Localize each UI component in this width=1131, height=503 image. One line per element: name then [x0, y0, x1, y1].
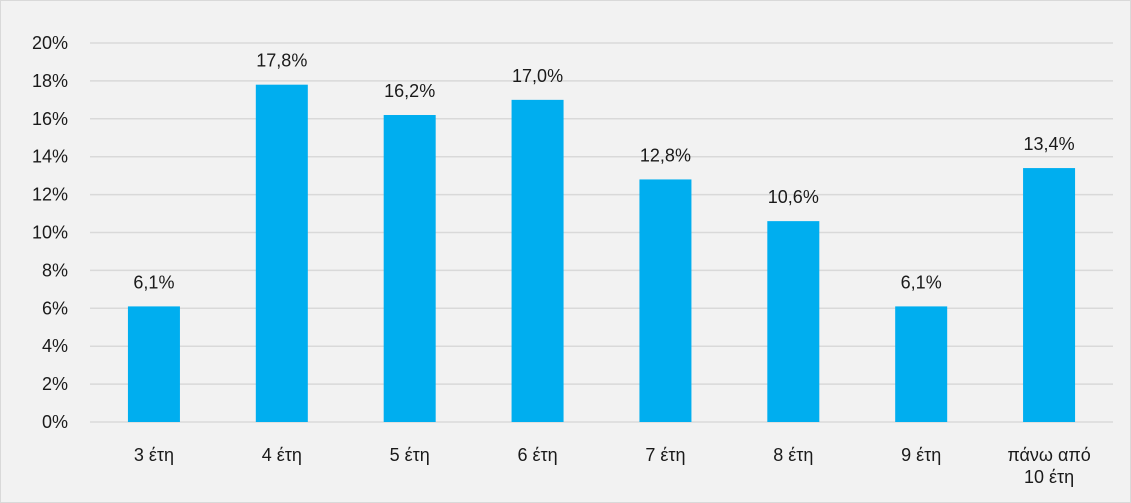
x-tick-label: 5 έτη — [390, 445, 430, 465]
y-tick-label: 16% — [32, 109, 68, 129]
x-tick-label-line: 7 έτη — [645, 445, 685, 465]
data-label: 17,0% — [512, 66, 563, 86]
bar — [767, 221, 820, 422]
bar — [127, 306, 180, 422]
data-label: 12,8% — [640, 145, 691, 165]
x-axis-tick-labels: 3 έτη 4 έτη 5 έτη 6 έτη 7 έτη 8 έτη 9 έτη πάνω … — [134, 445, 1091, 487]
y-tick-label: 6% — [42, 298, 68, 318]
x-tick-label-line: 8 έτη — [773, 445, 813, 465]
y-tick-label: 8% — [42, 260, 68, 280]
y-tick-label: 20% — [32, 33, 68, 53]
data-labels: 6,1% 17,8% 16,2% 17,0% 12,8% 10,6% 6,1% 13,4% — [133, 51, 1074, 293]
y-axis-tick-labels: 0% 2% 4% 6% 8% 10% 12% 14% 16% 18% 20% — [32, 33, 68, 432]
x-tick-label-line: 6 έτη — [517, 445, 557, 465]
x-tick-label-line: 10 έτη — [1024, 467, 1074, 487]
x-tick-label: 6 έτη — [517, 445, 557, 465]
data-label: 16,2% — [384, 81, 435, 101]
data-label: 17,8% — [256, 51, 307, 71]
x-tick-label: 7 έτη — [645, 445, 685, 465]
x-tick-label: πάνω από 10 έτη — [1007, 445, 1090, 487]
y-tick-label: 10% — [32, 223, 68, 243]
bar — [255, 84, 308, 422]
x-tick-label-line: 3 έτη — [134, 445, 174, 465]
y-tick-label: 14% — [32, 147, 68, 167]
x-tick-label-line: 9 έτη — [901, 445, 941, 465]
bar — [1023, 168, 1076, 422]
bar — [639, 179, 692, 422]
bars — [127, 84, 1076, 422]
y-tick-label: 2% — [42, 374, 68, 394]
gridlines — [90, 42, 1113, 423]
x-tick-label-line: 4 έτη — [262, 445, 302, 465]
y-tick-label: 18% — [32, 71, 68, 91]
data-label: 6,1% — [133, 272, 174, 292]
data-label: 6,1% — [901, 272, 942, 292]
y-tick-label: 4% — [42, 336, 68, 356]
y-tick-label: 0% — [42, 412, 68, 432]
x-tick-label-line: 5 έτη — [390, 445, 430, 465]
x-tick-label: 4 έτη — [262, 445, 302, 465]
data-label: 13,4% — [1024, 134, 1075, 154]
y-tick-label: 12% — [32, 185, 68, 205]
x-tick-label: 3 έτη — [134, 445, 174, 465]
bar — [511, 99, 564, 422]
bar — [895, 306, 948, 422]
bar — [383, 115, 436, 422]
x-tick-label: 8 έτη — [773, 445, 813, 465]
x-tick-label: 9 έτη — [901, 445, 941, 465]
x-tick-label-line: πάνω από — [1007, 445, 1090, 465]
data-label: 10,6% — [768, 187, 819, 207]
